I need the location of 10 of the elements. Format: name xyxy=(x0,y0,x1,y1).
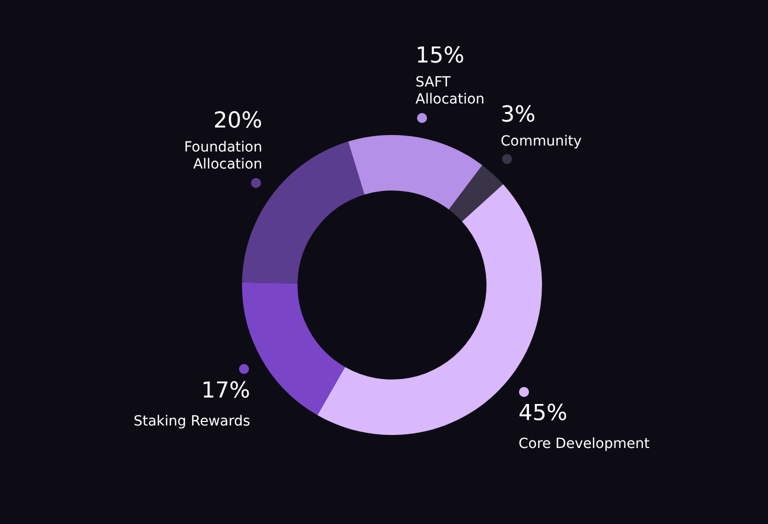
data-label: 3% xyxy=(500,102,536,128)
slice-label: SAFT Allocation xyxy=(416,74,485,108)
slice-label: Community xyxy=(500,133,582,150)
data-label: 15% xyxy=(416,44,464,69)
data-label: 20% xyxy=(213,108,262,134)
slice-label: Foundation Allocation xyxy=(184,140,262,173)
slice-label: Core Development xyxy=(518,436,650,452)
slice-label: Staking Rewards xyxy=(134,414,250,430)
data-label: 45% xyxy=(518,401,568,426)
data-label: 17% xyxy=(201,378,250,404)
